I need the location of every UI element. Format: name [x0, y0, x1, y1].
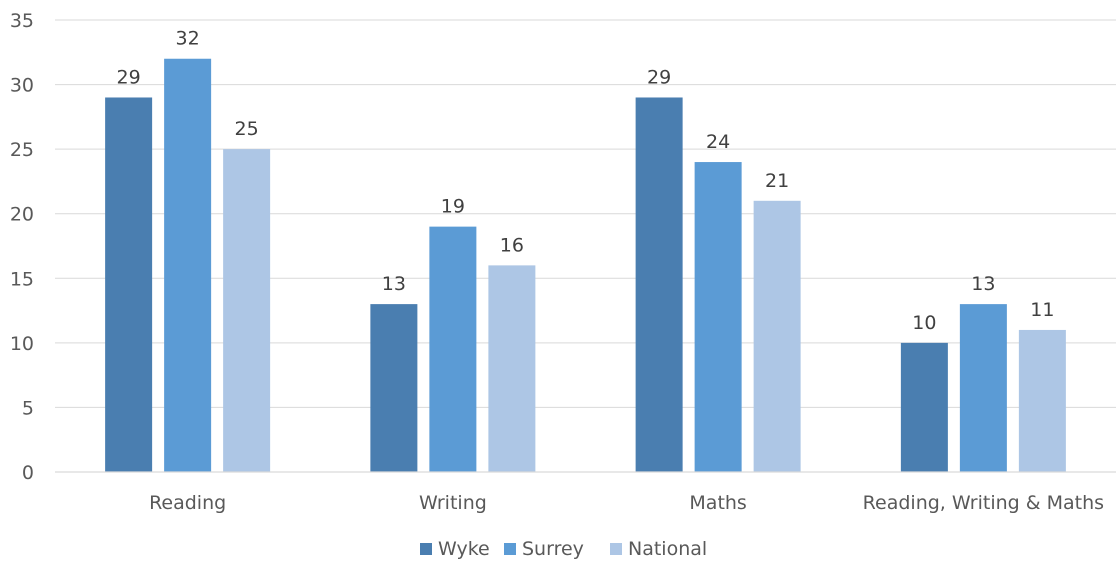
- data-label: 19: [441, 196, 465, 218]
- bar-wyke-2: [635, 97, 683, 472]
- data-label: 11: [1030, 299, 1054, 321]
- bars: [105, 58, 1066, 473]
- legend-label: Surrey: [522, 538, 584, 560]
- y-tick-label: 10: [10, 333, 34, 355]
- data-label: 21: [765, 170, 789, 192]
- x-category-label: Writing: [419, 492, 487, 514]
- y-axis-tick-labels: 0 5 10 15 20 25 30 35: [10, 10, 34, 484]
- legend-swatch: [504, 543, 516, 555]
- y-tick-label: 35: [10, 10, 34, 32]
- legend-label: National: [628, 538, 707, 560]
- y-tick-label: 15: [10, 268, 34, 290]
- data-label: 13: [382, 273, 406, 295]
- bar-national-3: [1018, 329, 1066, 472]
- data-label: 29: [117, 66, 141, 88]
- legend-swatch: [610, 543, 622, 555]
- x-axis-category-labels: Reading Writing Maths Reading, Writing & Ma…: [149, 492, 1104, 514]
- y-tick-label: 5: [22, 397, 34, 419]
- bar-surrey-2: [694, 162, 742, 473]
- legend-item-national: National: [610, 538, 707, 560]
- legend-item-surrey: Surrey: [504, 538, 584, 560]
- data-label: 13: [971, 273, 995, 295]
- data-label: 32: [176, 28, 200, 50]
- bar-national-2: [753, 200, 801, 473]
- data-label: 24: [706, 131, 730, 153]
- bar-surrey-1: [429, 226, 477, 472]
- bar-national-1: [488, 265, 536, 472]
- data-labels: 29 32 25 13 19 16 29 24 21 10 13 11: [117, 28, 1055, 334]
- data-label: 29: [647, 66, 671, 88]
- y-tick-label: 25: [10, 139, 34, 161]
- gridlines: [55, 19, 1116, 408]
- x-category-label: Reading: [149, 492, 226, 514]
- legend-item-wyke: Wyke: [420, 538, 490, 560]
- y-tick-label: 30: [10, 75, 34, 97]
- legend-label: Wyke: [438, 538, 490, 560]
- x-category-label: Maths: [689, 492, 746, 514]
- y-tick-label: 0: [22, 462, 34, 484]
- data-label: 10: [912, 312, 936, 334]
- y-tick-label: 20: [10, 204, 34, 226]
- bar-wyke-0: [105, 97, 153, 472]
- legend: Wyke Surrey National: [420, 538, 707, 560]
- bar-wyke-1: [370, 304, 418, 472]
- data-label: 25: [235, 118, 259, 140]
- legend-swatch: [420, 543, 432, 555]
- bar-national-0: [223, 149, 271, 472]
- bar-surrey-3: [959, 304, 1007, 472]
- x-category-label: Reading, Writing & Maths: [863, 492, 1104, 514]
- bar-wyke-3: [900, 342, 948, 472]
- data-label: 16: [500, 234, 524, 256]
- bar-surrey-0: [164, 58, 212, 472]
